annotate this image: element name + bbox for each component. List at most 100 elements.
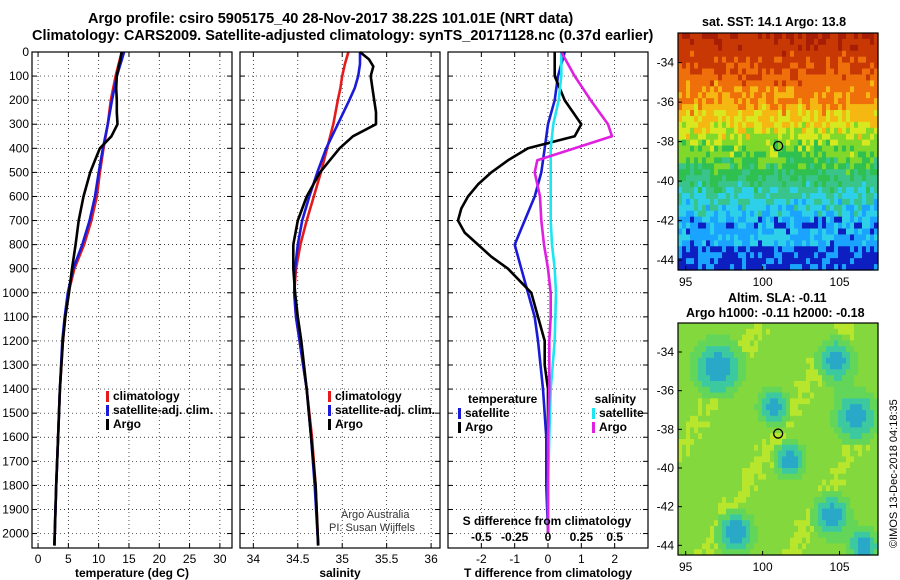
map-cell xyxy=(758,473,763,481)
map-cell xyxy=(682,98,687,105)
map-cell xyxy=(714,381,719,388)
map-cell xyxy=(810,228,815,236)
map-cell xyxy=(806,175,811,182)
map-cell xyxy=(678,110,683,117)
map-cell xyxy=(870,246,875,253)
map-cell xyxy=(730,264,735,271)
map-cell xyxy=(866,127,871,135)
map-cell xyxy=(870,240,875,247)
map-cell xyxy=(802,346,807,353)
map-cell xyxy=(770,157,775,164)
map-cell xyxy=(758,456,763,463)
map-cell xyxy=(678,381,683,388)
map-cell xyxy=(846,264,851,271)
map-cell xyxy=(690,468,695,475)
map-cell xyxy=(678,139,683,147)
map-cell xyxy=(702,450,707,457)
map-cell xyxy=(838,115,843,123)
map-cell xyxy=(790,33,795,40)
map-cell xyxy=(786,485,791,492)
map-cell xyxy=(746,151,751,159)
map-cell xyxy=(710,328,715,336)
map-cell xyxy=(698,181,703,188)
map-cell xyxy=(834,216,839,224)
map-cell xyxy=(862,62,867,70)
map-cell xyxy=(706,375,711,382)
map-cell xyxy=(814,110,819,117)
map-cell xyxy=(870,192,875,200)
map-cell xyxy=(818,375,823,382)
map-cell xyxy=(798,234,803,241)
map-cell xyxy=(798,323,803,330)
map-cell xyxy=(686,375,691,382)
map-cell xyxy=(842,56,847,64)
map-cell xyxy=(722,468,727,475)
legend-label: Argo xyxy=(113,417,141,431)
map-cell xyxy=(842,328,847,336)
map-cell xyxy=(798,216,803,224)
map-cell xyxy=(738,340,743,347)
map-cell xyxy=(802,151,807,159)
map-cell xyxy=(682,163,687,170)
map-cell xyxy=(810,139,815,147)
map-cell xyxy=(798,363,803,370)
map-cell xyxy=(766,520,771,527)
map-cell xyxy=(758,151,763,159)
map-cell xyxy=(874,62,879,70)
map-cell xyxy=(758,210,763,218)
map-cell xyxy=(686,151,691,159)
map-cell xyxy=(726,110,731,117)
map-cell xyxy=(678,369,683,376)
map-cell xyxy=(858,50,863,58)
map-cell xyxy=(730,415,735,423)
map-cell xyxy=(778,328,783,336)
map-cell xyxy=(826,151,831,159)
map-cell xyxy=(698,334,703,341)
map-cell xyxy=(714,216,719,224)
map-cell xyxy=(810,198,815,206)
map-cell xyxy=(830,169,835,176)
map-cell xyxy=(854,323,859,330)
map-cell xyxy=(854,240,859,247)
map-cell xyxy=(818,151,823,159)
map-cell xyxy=(730,497,735,504)
map-cell xyxy=(858,375,863,382)
map-cell xyxy=(802,121,807,129)
map-cell xyxy=(770,74,775,81)
secondary-axis-label: S difference from climatology xyxy=(463,514,632,528)
map-cell xyxy=(694,415,699,423)
map-cell xyxy=(870,375,875,382)
map-cell xyxy=(722,240,727,247)
map-cell xyxy=(770,38,775,46)
map-cell xyxy=(714,357,719,365)
map-cell xyxy=(806,56,811,64)
map-cell xyxy=(814,375,819,382)
map-cell xyxy=(830,210,835,218)
map-cell xyxy=(686,543,691,550)
map-frame xyxy=(677,322,879,556)
map-cell xyxy=(758,62,763,70)
map-cell xyxy=(826,264,831,271)
map-cell xyxy=(734,252,739,259)
map-cell xyxy=(778,398,783,405)
map-cell xyxy=(686,485,691,492)
map-cell xyxy=(858,127,863,135)
map-cell xyxy=(722,398,727,405)
map-cell xyxy=(854,479,859,486)
map-cell xyxy=(758,50,763,58)
map-cell xyxy=(726,198,731,206)
map-cell xyxy=(758,33,763,40)
map-cell xyxy=(758,537,763,544)
map-cell xyxy=(766,110,771,117)
map-cell xyxy=(722,375,727,382)
map-cell xyxy=(698,456,703,463)
map-cell xyxy=(702,216,707,224)
map-cell xyxy=(766,386,771,394)
map-cell xyxy=(738,415,743,423)
map-cell xyxy=(814,145,819,153)
map-cell xyxy=(706,62,711,70)
map-cell xyxy=(826,74,831,81)
map-cell xyxy=(874,50,879,58)
map-cell xyxy=(794,80,799,87)
map-cell xyxy=(830,50,835,58)
